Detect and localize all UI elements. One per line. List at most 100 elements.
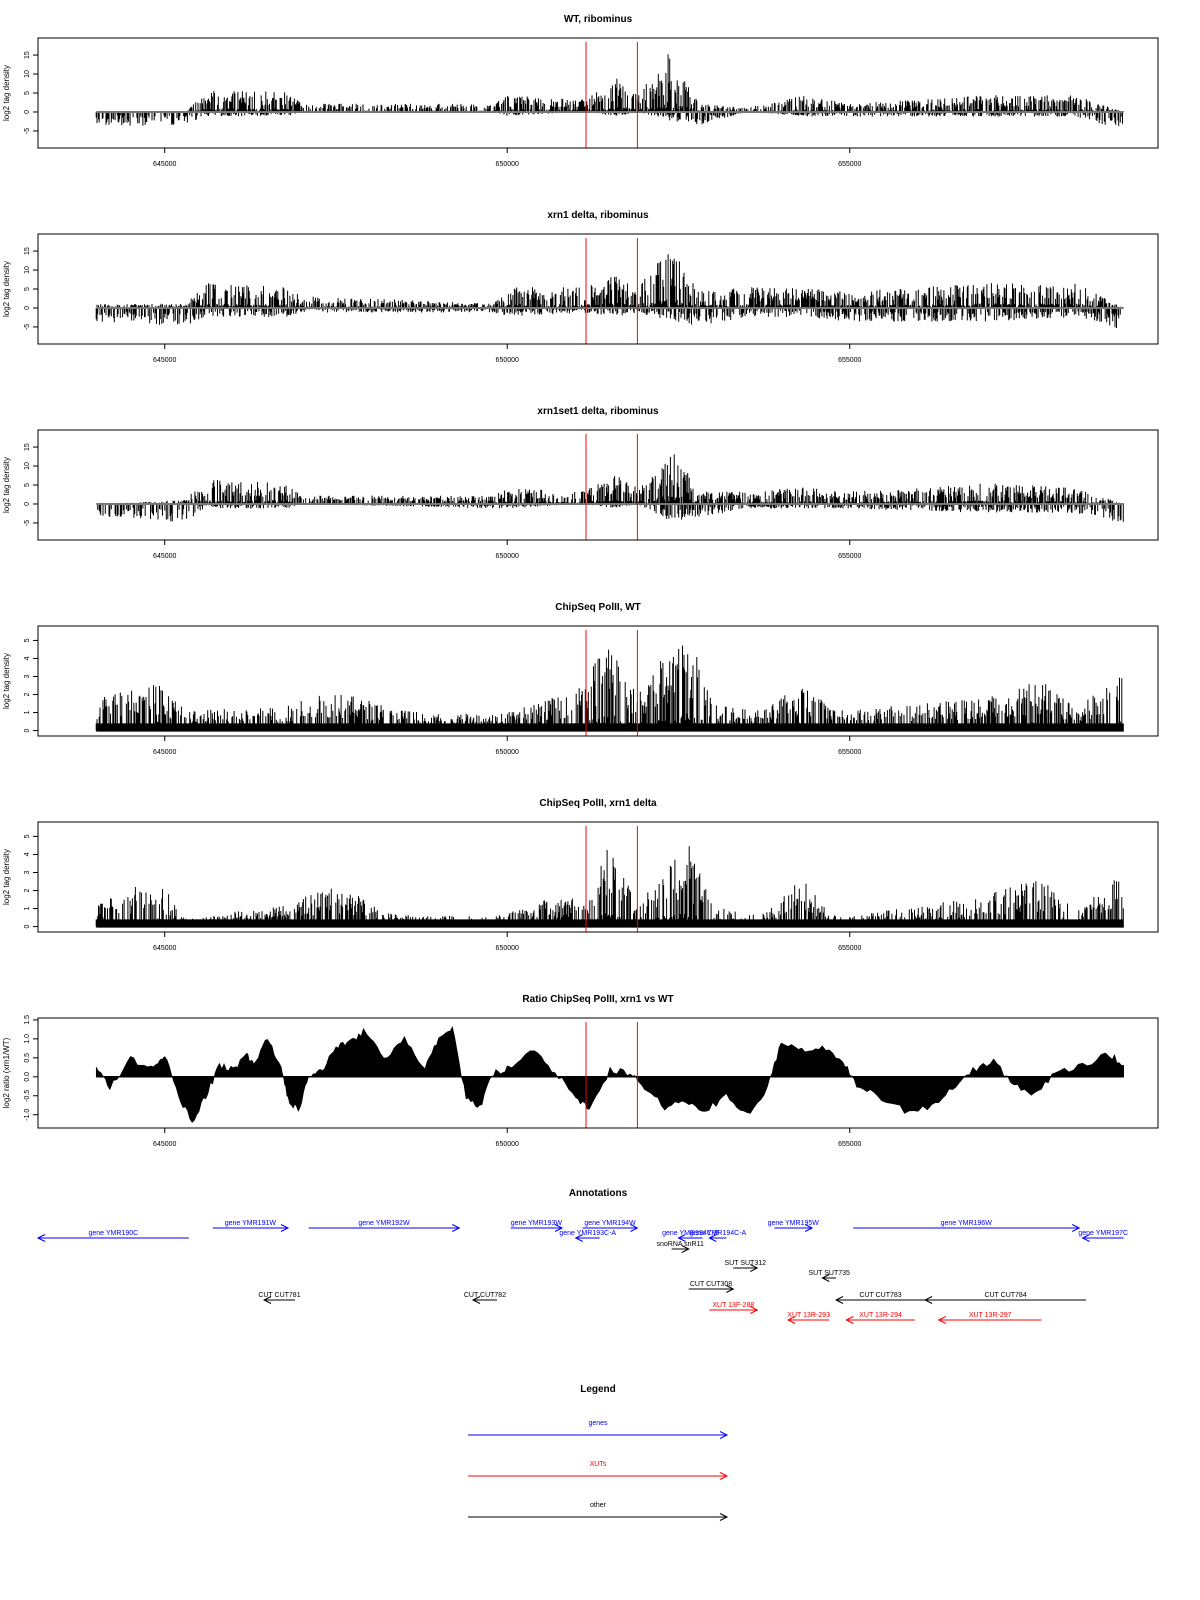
annotation-arrowhead (677, 1234, 686, 1242)
plot-frame (37, 429, 1159, 541)
annotation-label: XUT 13F-288 (712, 1302, 754, 1309)
x-tick-label: 650000 (496, 1141, 519, 1148)
legend-label: other (590, 1502, 607, 1509)
y-tick-label: 0 (24, 502, 31, 506)
panel-title: xrn1 delta, ribominus (547, 210, 649, 221)
panel-4: ChipSeq PolII, WT log2 tag density 0 1 2 3 4 5 6… (2, 602, 1159, 756)
annotation-label: gene YMR194W (584, 1220, 636, 1227)
y-tick-label: 0 (24, 306, 31, 310)
y-axis-label: log2 tag density (2, 261, 11, 317)
y-axis-label: log2 ratio (xrn1/WT) (2, 1037, 11, 1108)
y-axis-label: log2 tag density (2, 849, 11, 905)
annotation-arrowhead (630, 1224, 639, 1232)
y-tick-label: 2 (24, 888, 31, 892)
annotation-label: gene YMR192W (358, 1220, 410, 1227)
annotation-label: gene YMR190C (89, 1230, 139, 1237)
y-tick-label: -1.0 (24, 1109, 31, 1121)
panel-2: xrn1 delta, ribominus log2 tag density -5 0… (2, 210, 1159, 364)
annotation-arrowhead (1081, 1234, 1090, 1242)
legend: Legend genes XUTs other (468, 1384, 729, 1521)
ratio-area-series (95, 1025, 1124, 1123)
legend-arrowhead (719, 1472, 729, 1480)
x-tick-label: 650000 (496, 749, 519, 756)
y-tick-label: 1.5 (24, 1015, 31, 1025)
annotation-label: XUT 13R-297 (969, 1312, 1012, 1319)
annotation-label: XUT 13R-294 (859, 1312, 902, 1319)
y-tick-label: 5 (24, 91, 31, 95)
y-tick-label: 10 (24, 70, 31, 78)
x-tick-label: 645000 (153, 749, 176, 756)
annotation-label: SUT SUT735 (808, 1270, 850, 1277)
panel-title: ChipSeq PolII, xrn1 delta (539, 798, 657, 809)
y-tick-label: 5 (24, 638, 31, 642)
y-axis-label: log2 tag density (2, 65, 11, 121)
y-tick-label: 0 (24, 729, 31, 733)
legend-arrowhead (719, 1431, 729, 1439)
y-tick-label: 0.0 (24, 1072, 31, 1082)
annotation-label: snoRNA snR11 (657, 1241, 704, 1248)
annotation-label: gene YMR197C (1078, 1230, 1128, 1237)
x-tick-label: 655000 (838, 945, 861, 952)
annotations-panel: Annotations gene YMR190C gene YMR191W gene … (36, 1188, 1128, 1324)
panel-5: ChipSeq PolII, xrn1 delta log2 tag densit… (2, 798, 1159, 952)
annotation-arrowhead (708, 1234, 717, 1242)
x-tick-label: 655000 (838, 1141, 861, 1148)
annotation-arrowhead (471, 1296, 481, 1304)
annotation-label: gene YMR195W (768, 1220, 820, 1227)
x-tick-label: 655000 (838, 553, 861, 560)
y-tick-label: 5 (24, 834, 31, 838)
density-bars-series (95, 254, 1123, 328)
legend-arrowhead (719, 1513, 729, 1521)
x-tick-label: 645000 (153, 945, 176, 952)
annotation-label: CUT CUT783 (859, 1292, 901, 1299)
x-tick-label: 645000 (153, 357, 176, 364)
panel-6: Ratio ChipSeq PolII, xrn1 vs WT log2 rati… (2, 994, 1159, 1148)
x-tick-label: 655000 (838, 357, 861, 364)
panel-title: ChipSeq PolII, WT (555, 602, 641, 613)
annotation-arrowhead (750, 1264, 759, 1272)
y-tick-label: 4 (24, 852, 31, 856)
y-tick-label: 5 (24, 483, 31, 487)
x-tick-label: 650000 (496, 553, 519, 560)
annotation-arrowhead (726, 1285, 735, 1293)
y-tick-label: 1 (24, 907, 31, 911)
plot-frame (37, 233, 1159, 345)
plot-frame (37, 37, 1159, 149)
x-tick-label: 650000 (496, 161, 519, 168)
annotation-label: gene YMR193C-A (559, 1230, 616, 1237)
annotation-arrowhead (786, 1316, 796, 1324)
density-bars-series (95, 645, 1124, 731)
y-tick-label: 1 (24, 711, 31, 715)
annotation-label: gene YMR196W (941, 1220, 993, 1227)
annotation-label: CUT CUT308 (690, 1281, 732, 1288)
x-tick-label: 645000 (153, 1141, 176, 1148)
x-tick-label: 650000 (496, 945, 519, 952)
y-tick-label: 0.5 (24, 1053, 31, 1063)
annotation-label: XUT 13R-293 (787, 1312, 830, 1319)
panel-title: xrn1set1 delta, ribominus (537, 406, 659, 417)
annotation-label: CUT CUT784 (984, 1292, 1026, 1299)
annotation-label: CUT CUT781 (258, 1292, 300, 1299)
annotations-title: Annotations (569, 1188, 628, 1199)
y-tick-label: 10 (24, 462, 31, 470)
y-tick-label: 3 (24, 870, 31, 874)
x-tick-label: 645000 (153, 161, 176, 168)
annotation-arrowhead (36, 1234, 46, 1242)
annotation-arrowhead (804, 1224, 814, 1232)
plot-frame (37, 625, 1159, 737)
annotation-arrowhead (262, 1296, 272, 1304)
annotation-arrowhead (452, 1224, 461, 1232)
y-tick-label: 3 (24, 674, 31, 678)
plot-frame (37, 1017, 1159, 1129)
x-tick-label: 645000 (153, 553, 176, 560)
legend-label: genes (588, 1420, 608, 1427)
panel-title: Ratio ChipSeq PolII, xrn1 vs WT (522, 994, 673, 1005)
annotation-label: gene YMR193W (511, 1220, 563, 1227)
annotation-arrowhead (280, 1224, 290, 1232)
annotation-arrowhead (821, 1274, 830, 1282)
x-tick-label: 655000 (838, 161, 861, 168)
y-tick-label: 4 (24, 656, 31, 660)
y-tick-label: 10 (24, 266, 31, 274)
annotation-label: CUT CUT782 (464, 1292, 506, 1299)
